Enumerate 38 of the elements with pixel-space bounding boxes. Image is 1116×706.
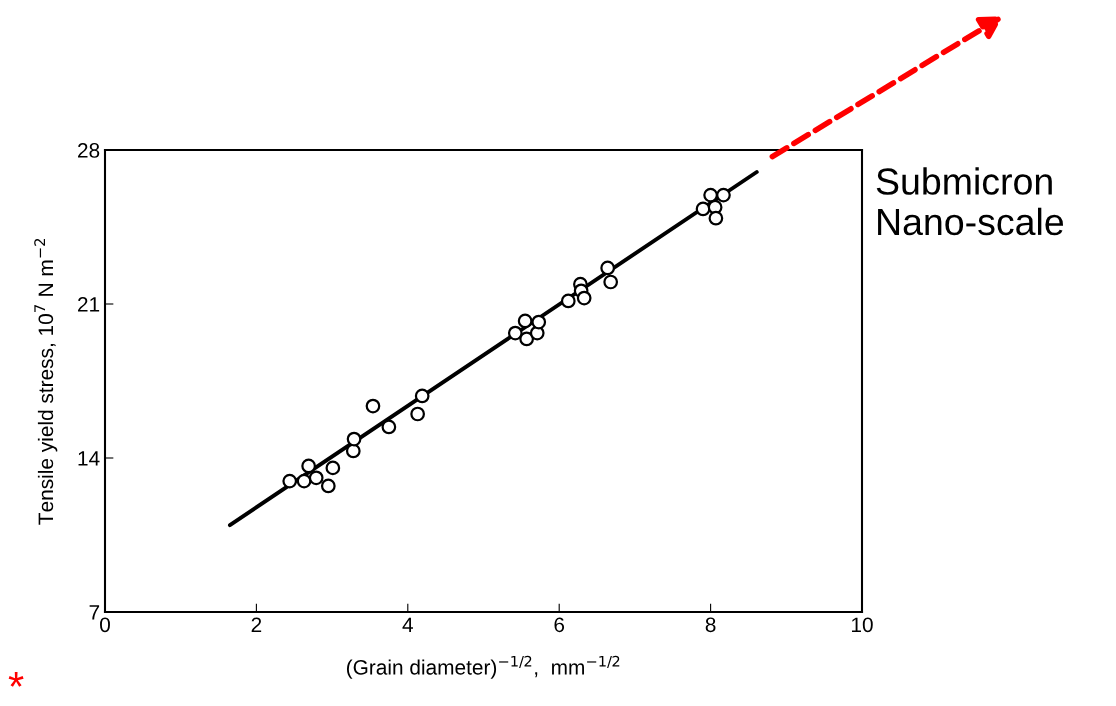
y-tick-label: 21 [78,297,100,312]
point [301,458,316,474]
point [325,460,341,476]
point [576,290,592,306]
text: * [8,672,24,687]
point [716,187,731,203]
x-axis-title: (Grain diameter)$^{−1/2}$, mm$^{−1/2}$ [346,655,620,679]
y-tick-label: 7 [89,605,100,620]
point [308,470,324,486]
point [519,331,535,347]
point [282,473,298,489]
point [708,210,724,226]
point [410,406,425,422]
point [320,478,336,494]
point [296,473,312,489]
point [365,398,381,414]
y-tick-label: 14 [78,451,100,466]
y-tick-label: 28 [78,143,100,158]
point [381,419,397,435]
point [600,260,616,276]
text: Submicron Nano-scale [876,167,1064,236]
point [603,274,619,290]
x-tick-label: 6 [554,617,565,633]
point [703,187,718,203]
point [346,431,362,447]
point [531,314,547,330]
x-tick-label: 10 [852,617,873,633]
x-tick-label: 0 [100,617,110,633]
point [345,443,361,459]
point [695,201,711,217]
point [414,388,430,404]
point [517,313,533,329]
y-axis-title: Tensile yield stress, 10$^{7}$ N m$^{−2}$ [34,239,58,525]
point [560,293,576,309]
x-tick-label: 8 [705,617,716,633]
point [507,325,523,341]
x-tick-label: 2 [251,617,262,632]
x-tick-label: 4 [402,617,413,632]
